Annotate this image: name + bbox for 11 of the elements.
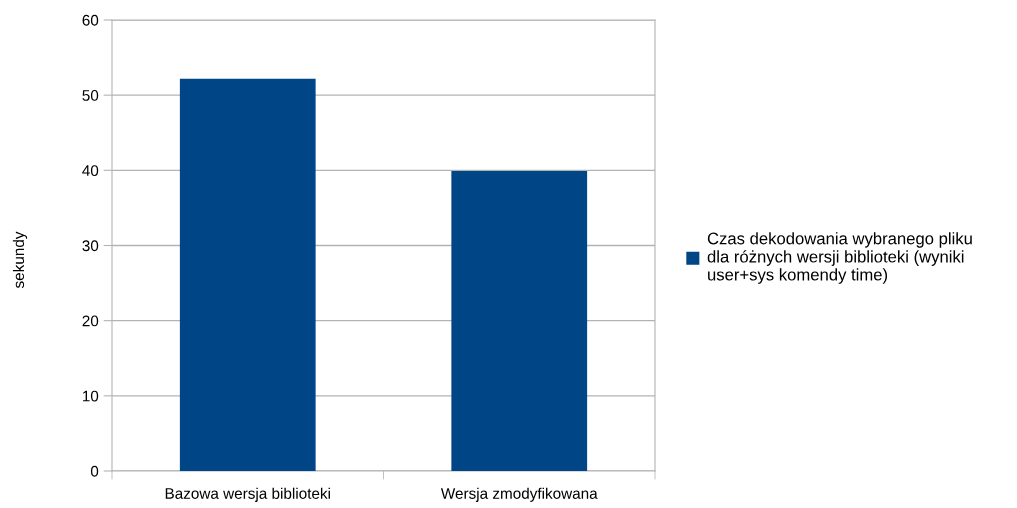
y-tick-label: 40 [82,165,99,177]
x-tick-label: Wersja zmodyfikowana [440,487,598,502]
legend-label: Czas dekodowania wybranego pliku dla różnych wersji biblioteki (wyniki user+sys komendy time) [707,232,972,284]
x-tick-label: Bazowa wersja biblioteki [165,487,330,502]
y-tick-label: 50 [82,90,99,101]
y-tick-label: 60 [82,14,99,26]
y-tick-label: 0 [90,465,99,477]
y-tick-label: 10 [82,390,99,402]
y-tick-label: 20 [82,315,99,327]
y-axis-title: sekundy [12,231,28,289]
y-tick-label: 30 [82,240,99,252]
